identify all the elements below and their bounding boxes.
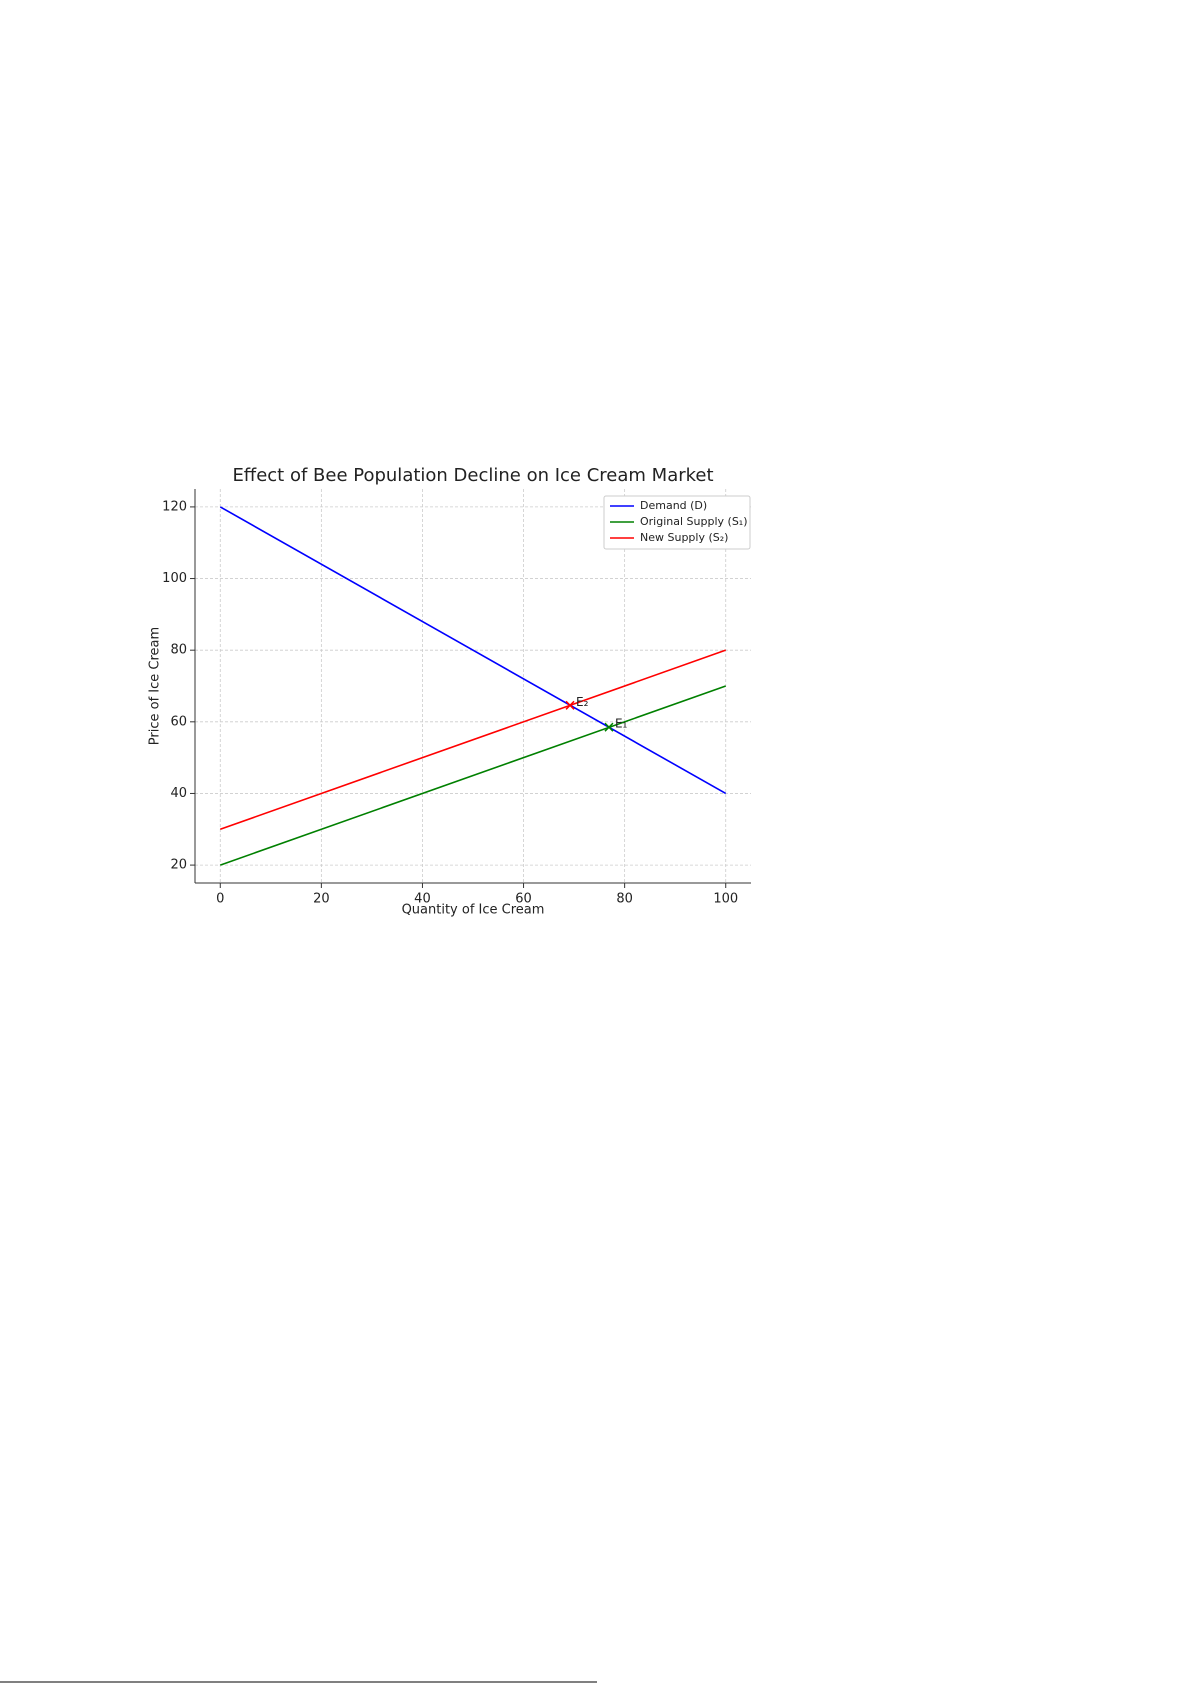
y-tick-label: 80 <box>170 643 187 658</box>
x-tick-label: 40 <box>414 892 431 907</box>
y-tick-label: 40 <box>170 786 187 801</box>
x-tick-label: 20 <box>313 892 330 907</box>
series-line <box>220 685 726 866</box>
y-tick-label: 60 <box>170 714 187 729</box>
x-tick-label: 0 <box>216 892 224 907</box>
legend-box <box>603 495 751 550</box>
chart-title: Effect of Bee Population Decline on Ice … <box>232 465 713 486</box>
x-tick-label: 80 <box>616 892 633 907</box>
x-axis-label: Quantity of Ice Cream <box>402 903 545 918</box>
equilibrium-marker <box>565 700 575 710</box>
y-tick-label: 120 <box>162 499 187 514</box>
legend-label: New Supply (S₂) <box>640 531 728 544</box>
y-tick-label: 20 <box>170 858 187 873</box>
x-tick-label: 60 <box>515 892 532 907</box>
equilibrium-marker <box>604 722 614 732</box>
series-line <box>219 506 727 795</box>
y-tick-label: 100 <box>162 571 187 586</box>
series-line <box>220 649 726 831</box>
legend-label: Demand (D) <box>640 499 707 512</box>
y-axis-label: Price of Ice Cream <box>148 627 163 745</box>
legend-label: Original Supply (S₁) <box>640 515 748 528</box>
equilibrium-label: E₁ <box>615 717 628 731</box>
equilibrium-label: E₂ <box>576 695 589 709</box>
x-tick-label: 100 <box>713 892 738 907</box>
